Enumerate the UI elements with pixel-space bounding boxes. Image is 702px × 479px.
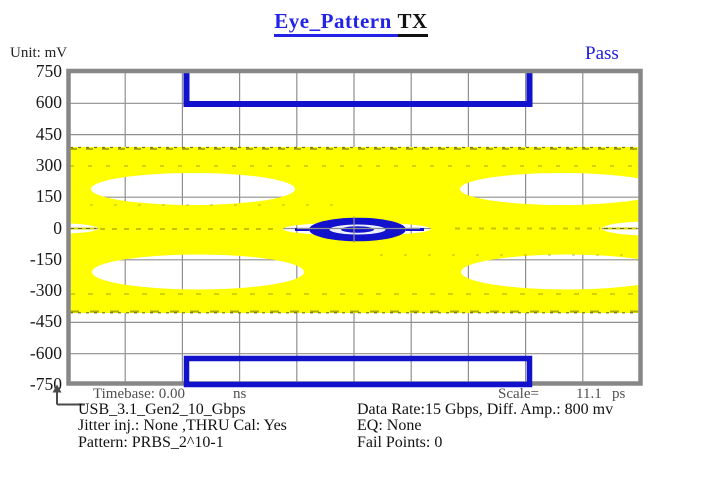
y-axis-tick: 300	[35, 154, 62, 175]
mask-center-ellipse	[295, 216, 424, 243]
y-axis-tick: -750	[29, 374, 62, 394]
y-axis-tick: 0	[53, 217, 62, 238]
test-info-line: Pattern: PRBS_2^10-1	[78, 433, 224, 451]
test-info-left: USB_3.1_Gen2_10_Gbps Jitter inj.: None ,T…	[78, 401, 287, 451]
status-badge: Pass	[585, 43, 619, 64]
test-info-line: EQ: None	[357, 417, 422, 435]
y-axis-tick: -450	[29, 311, 62, 332]
scale-value: 11.1	[576, 386, 602, 402]
scale-label: Scale=	[498, 386, 539, 402]
test-info-right: Data Rate:15 Gbps, Diff. Amp.: 800 mv EQ:…	[357, 401, 614, 451]
trace-speckle	[70, 146, 638, 314]
unit-label: Unit: mV	[10, 45, 68, 61]
y-axis-tick: 150	[35, 186, 62, 207]
eye-trace	[70, 146, 639, 314]
scale-unit: ps	[612, 386, 626, 402]
y-axis-tick: -600	[29, 342, 62, 363]
test-info-line: Fail Points: 0	[357, 433, 443, 451]
y-axis-tick: -150	[29, 248, 62, 269]
mask-bottom-keepout	[183, 355, 533, 388]
ellipse-crosshair	[297, 216, 420, 243]
marker-bracket-icon	[52, 384, 85, 406]
test-info-line: Data Rate:15 Gbps, Diff. Amp.: 800 mv	[357, 401, 614, 418]
y-axis-tick: 750	[35, 61, 62, 81]
y-axis-tick: 600	[35, 92, 62, 113]
page-title-main: Eye_Pattern	[274, 9, 392, 37]
y-axis-tick: 450	[35, 123, 62, 144]
page-title-suffix: TX	[397, 9, 428, 37]
y-axis-tick: -300	[29, 280, 62, 301]
page-title: Eye_Pattern TX	[0, 9, 702, 37]
y-axis-tick-labels: 750 600 450 300 150 0 -150 -300 -450 -600 -750	[6, 0, 62, 420]
timebase-unit: ns	[233, 386, 247, 402]
timebase-readout: Timebase: 0.00	[93, 386, 185, 402]
test-info-line: Jitter inj.: None ,THRU Cal: Yes	[78, 417, 287, 435]
mask-top-keepout	[183, 70, 533, 107]
test-info-line: USB_3.1_Gen2_10_Gbps	[78, 401, 246, 418]
